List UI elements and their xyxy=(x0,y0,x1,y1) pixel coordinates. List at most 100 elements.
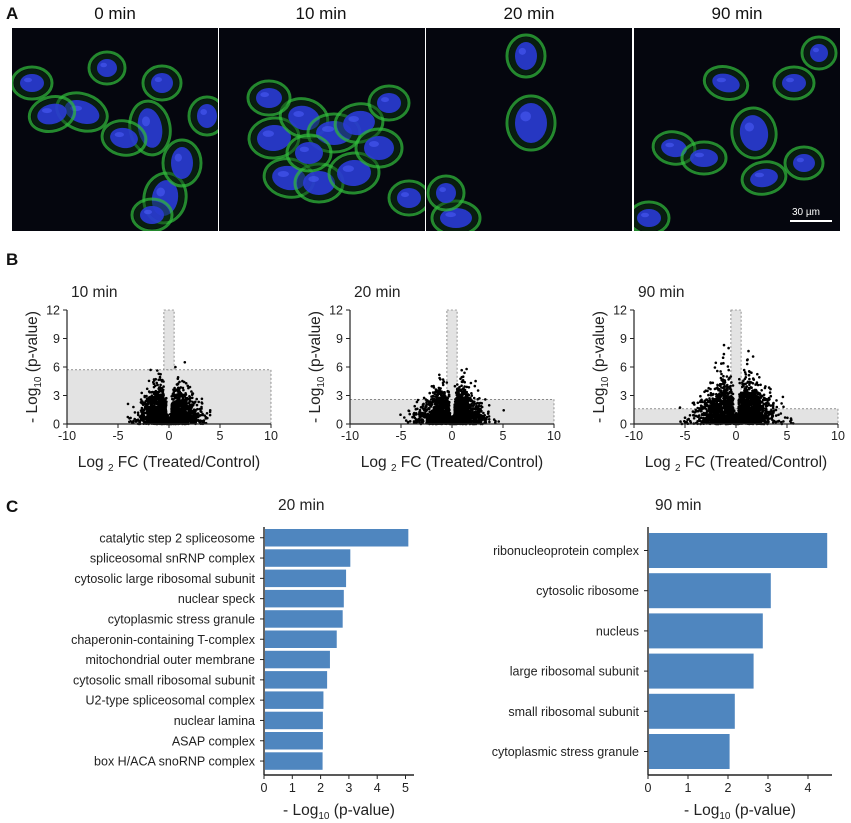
nucleus-highlight xyxy=(200,109,208,115)
y-axis-label: - Log10 (p-value) xyxy=(307,311,327,423)
data-points xyxy=(126,361,212,426)
x-axis-label: - Log10 (p-value) xyxy=(283,802,395,822)
nucleus-highlight xyxy=(381,97,389,103)
cell-membrane xyxy=(505,94,557,152)
x-tick-label: 0 xyxy=(166,429,173,443)
y-tick-label: 12 xyxy=(613,304,627,318)
cell-membrane xyxy=(327,151,381,195)
cell-membrane xyxy=(285,133,333,173)
category-label: cytoplasmic stress granule xyxy=(492,745,639,759)
y-tick-label: 6 xyxy=(336,361,343,375)
x-tick-label: 2 xyxy=(317,781,324,795)
bar xyxy=(265,650,330,669)
category-label: ASAP complex xyxy=(172,734,256,748)
nucleus-highlight xyxy=(114,132,125,138)
cell-membrane xyxy=(702,65,750,101)
nucleus-highlight xyxy=(262,130,274,137)
volcano-plot-1: -10 -5 0 5 10 0 3 6 9 12 10 min Log 2 FC (Treated/C… xyxy=(24,284,278,474)
y-tick-label: 12 xyxy=(46,304,60,318)
bar xyxy=(265,711,323,730)
cell-membrane xyxy=(12,65,54,101)
nucleus-highlight xyxy=(260,92,269,98)
cell-membrane xyxy=(142,171,188,225)
category-label: nuclear lamina xyxy=(174,714,255,728)
bar xyxy=(265,610,343,628)
nucleus-highlight xyxy=(299,146,309,153)
x-tick-label: -10 xyxy=(341,429,359,443)
x-tick-label: 0 xyxy=(261,781,268,795)
cell-membrane xyxy=(772,65,816,101)
category-label: cytosolic ribosome xyxy=(536,584,639,598)
category-label: cytoplasmic stress granule xyxy=(108,612,255,626)
nucleus-highlight xyxy=(716,77,726,83)
x-tick-label: -5 xyxy=(395,429,406,443)
x-tick-label: 1 xyxy=(289,781,296,795)
cell-membrane xyxy=(354,127,404,169)
x-tick-label: 10 xyxy=(264,429,278,443)
x-tick-label: 1 xyxy=(685,781,692,795)
nucleus-highlight xyxy=(401,192,409,198)
nucleus-highlight xyxy=(174,153,182,162)
category-label: box H/ACA snoRNP complex xyxy=(94,755,256,769)
cell-membrane xyxy=(783,145,825,181)
y-axis-label: - Log10 (p-value) xyxy=(591,311,611,423)
cell-membrane xyxy=(680,140,728,176)
volcano-title: 10 min xyxy=(71,284,118,301)
nucleus-highlight xyxy=(665,142,674,148)
x-tick-label: 4 xyxy=(374,781,381,795)
bar xyxy=(265,691,324,709)
fold-change-band xyxy=(446,309,458,400)
x-tick-label: 4 xyxy=(805,781,812,795)
nucleus-highlight xyxy=(439,187,446,193)
bar xyxy=(265,752,323,770)
timepoint-label-0: 0 min xyxy=(94,4,136,23)
cell-membrane xyxy=(634,200,671,231)
nucleus-highlight xyxy=(786,77,794,83)
data-points xyxy=(399,367,506,426)
cell-membrane xyxy=(141,64,183,102)
category-label: nucleus xyxy=(596,624,639,638)
nucleus-highlight xyxy=(348,116,359,122)
cell-membrane xyxy=(800,35,838,71)
bar-chart-title: 90 min xyxy=(655,497,702,514)
y-tick-label: 9 xyxy=(53,332,60,346)
x-tick-label: 5 xyxy=(217,429,224,443)
y-tick-label: 0 xyxy=(53,418,60,432)
cell-membrane xyxy=(426,174,466,212)
category-label: nuclear speck xyxy=(178,592,256,606)
category-label: catalytic step 2 spliceosome xyxy=(99,531,255,545)
nucleus-highlight xyxy=(813,47,819,53)
bar xyxy=(649,734,730,769)
nucleus-highlight xyxy=(308,176,319,182)
bar-chart-title: 20 min xyxy=(278,497,325,514)
nonsignificant-region xyxy=(66,369,272,425)
nucleus-highlight xyxy=(144,209,152,215)
volcano-title: 20 min xyxy=(354,284,401,301)
micrograph-90min: 30 µm xyxy=(634,28,840,231)
category-label: ribonucleoprotein complex xyxy=(493,544,640,558)
y-tick-label: 3 xyxy=(336,389,343,403)
y-tick-label: 6 xyxy=(53,361,60,375)
bar xyxy=(649,653,754,689)
volcano-title: 90 min xyxy=(638,284,685,301)
fold-change-band xyxy=(730,309,742,410)
scale-bar xyxy=(790,220,832,222)
nucleus-highlight xyxy=(293,111,304,117)
micrograph-0min xyxy=(12,28,218,231)
x-tick-label: 5 xyxy=(784,429,791,443)
cell-membrane xyxy=(87,50,127,86)
nucleus-highlight xyxy=(42,108,52,114)
y-tick-label: 0 xyxy=(336,418,343,432)
cell-membrane xyxy=(740,160,788,196)
nucleus-highlight xyxy=(641,212,649,218)
nucleus-highlight xyxy=(520,111,531,122)
nucleus-highlight xyxy=(342,165,354,172)
bar xyxy=(265,589,344,608)
panel-b-letter: B xyxy=(6,250,19,269)
volcano-plot-3: -10 -5 0 5 10 0 3 6 9 12 90 min Log 2 FC (Treated/C… xyxy=(591,284,845,474)
cell-membrane xyxy=(387,179,425,217)
cell-membrane xyxy=(730,106,778,160)
category-label: cytosolic small ribosomal subunit xyxy=(73,673,256,687)
x-axis-label: Log 2 FC (Treated/Control) xyxy=(645,454,827,474)
